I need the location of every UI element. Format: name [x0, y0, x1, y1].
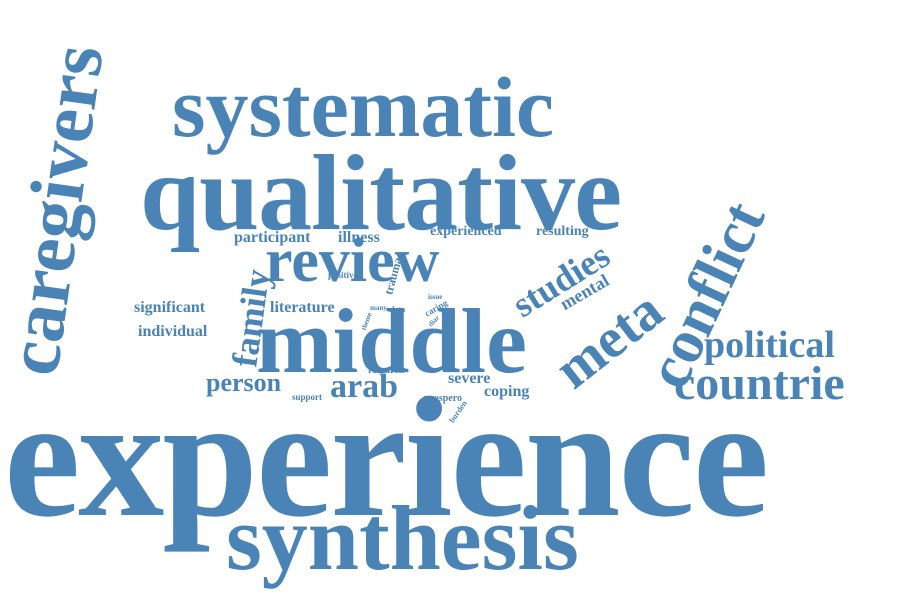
word-caregivers: caregivers: [0, 39, 120, 381]
word-literature: literature: [270, 299, 335, 316]
word-systematic: systematic: [172, 59, 555, 155]
word-synthesis: synthesis: [226, 487, 579, 589]
word-political: political: [704, 324, 835, 366]
word-research: research: [368, 365, 405, 376]
word-resulting: resulting: [536, 224, 589, 239]
word-middle: middle: [256, 290, 527, 392]
word-illness: illness: [338, 229, 380, 246]
word-individual: individual: [138, 323, 208, 340]
word-issue: issue: [428, 293, 443, 301]
word-participant: participant: [234, 229, 311, 246]
word-experience: experience: [4, 363, 769, 553]
word-qualitative: qualitative: [140, 134, 622, 253]
word-positive: positive: [328, 270, 358, 280]
word-experienced: experienced: [430, 224, 502, 239]
word-data: data: [390, 305, 406, 314]
word-coping: coping: [484, 383, 530, 400]
word-countrie: countrie: [674, 357, 845, 410]
word-severe: severe: [448, 370, 491, 387]
word-prospero: prospero: [424, 393, 462, 404]
word-significant: significant: [134, 299, 206, 316]
word-review: review: [265, 227, 440, 295]
word-arab: arab: [330, 368, 398, 405]
word-many: many: [370, 304, 387, 312]
word-person: person: [206, 368, 282, 397]
word-support: support: [292, 392, 323, 402]
